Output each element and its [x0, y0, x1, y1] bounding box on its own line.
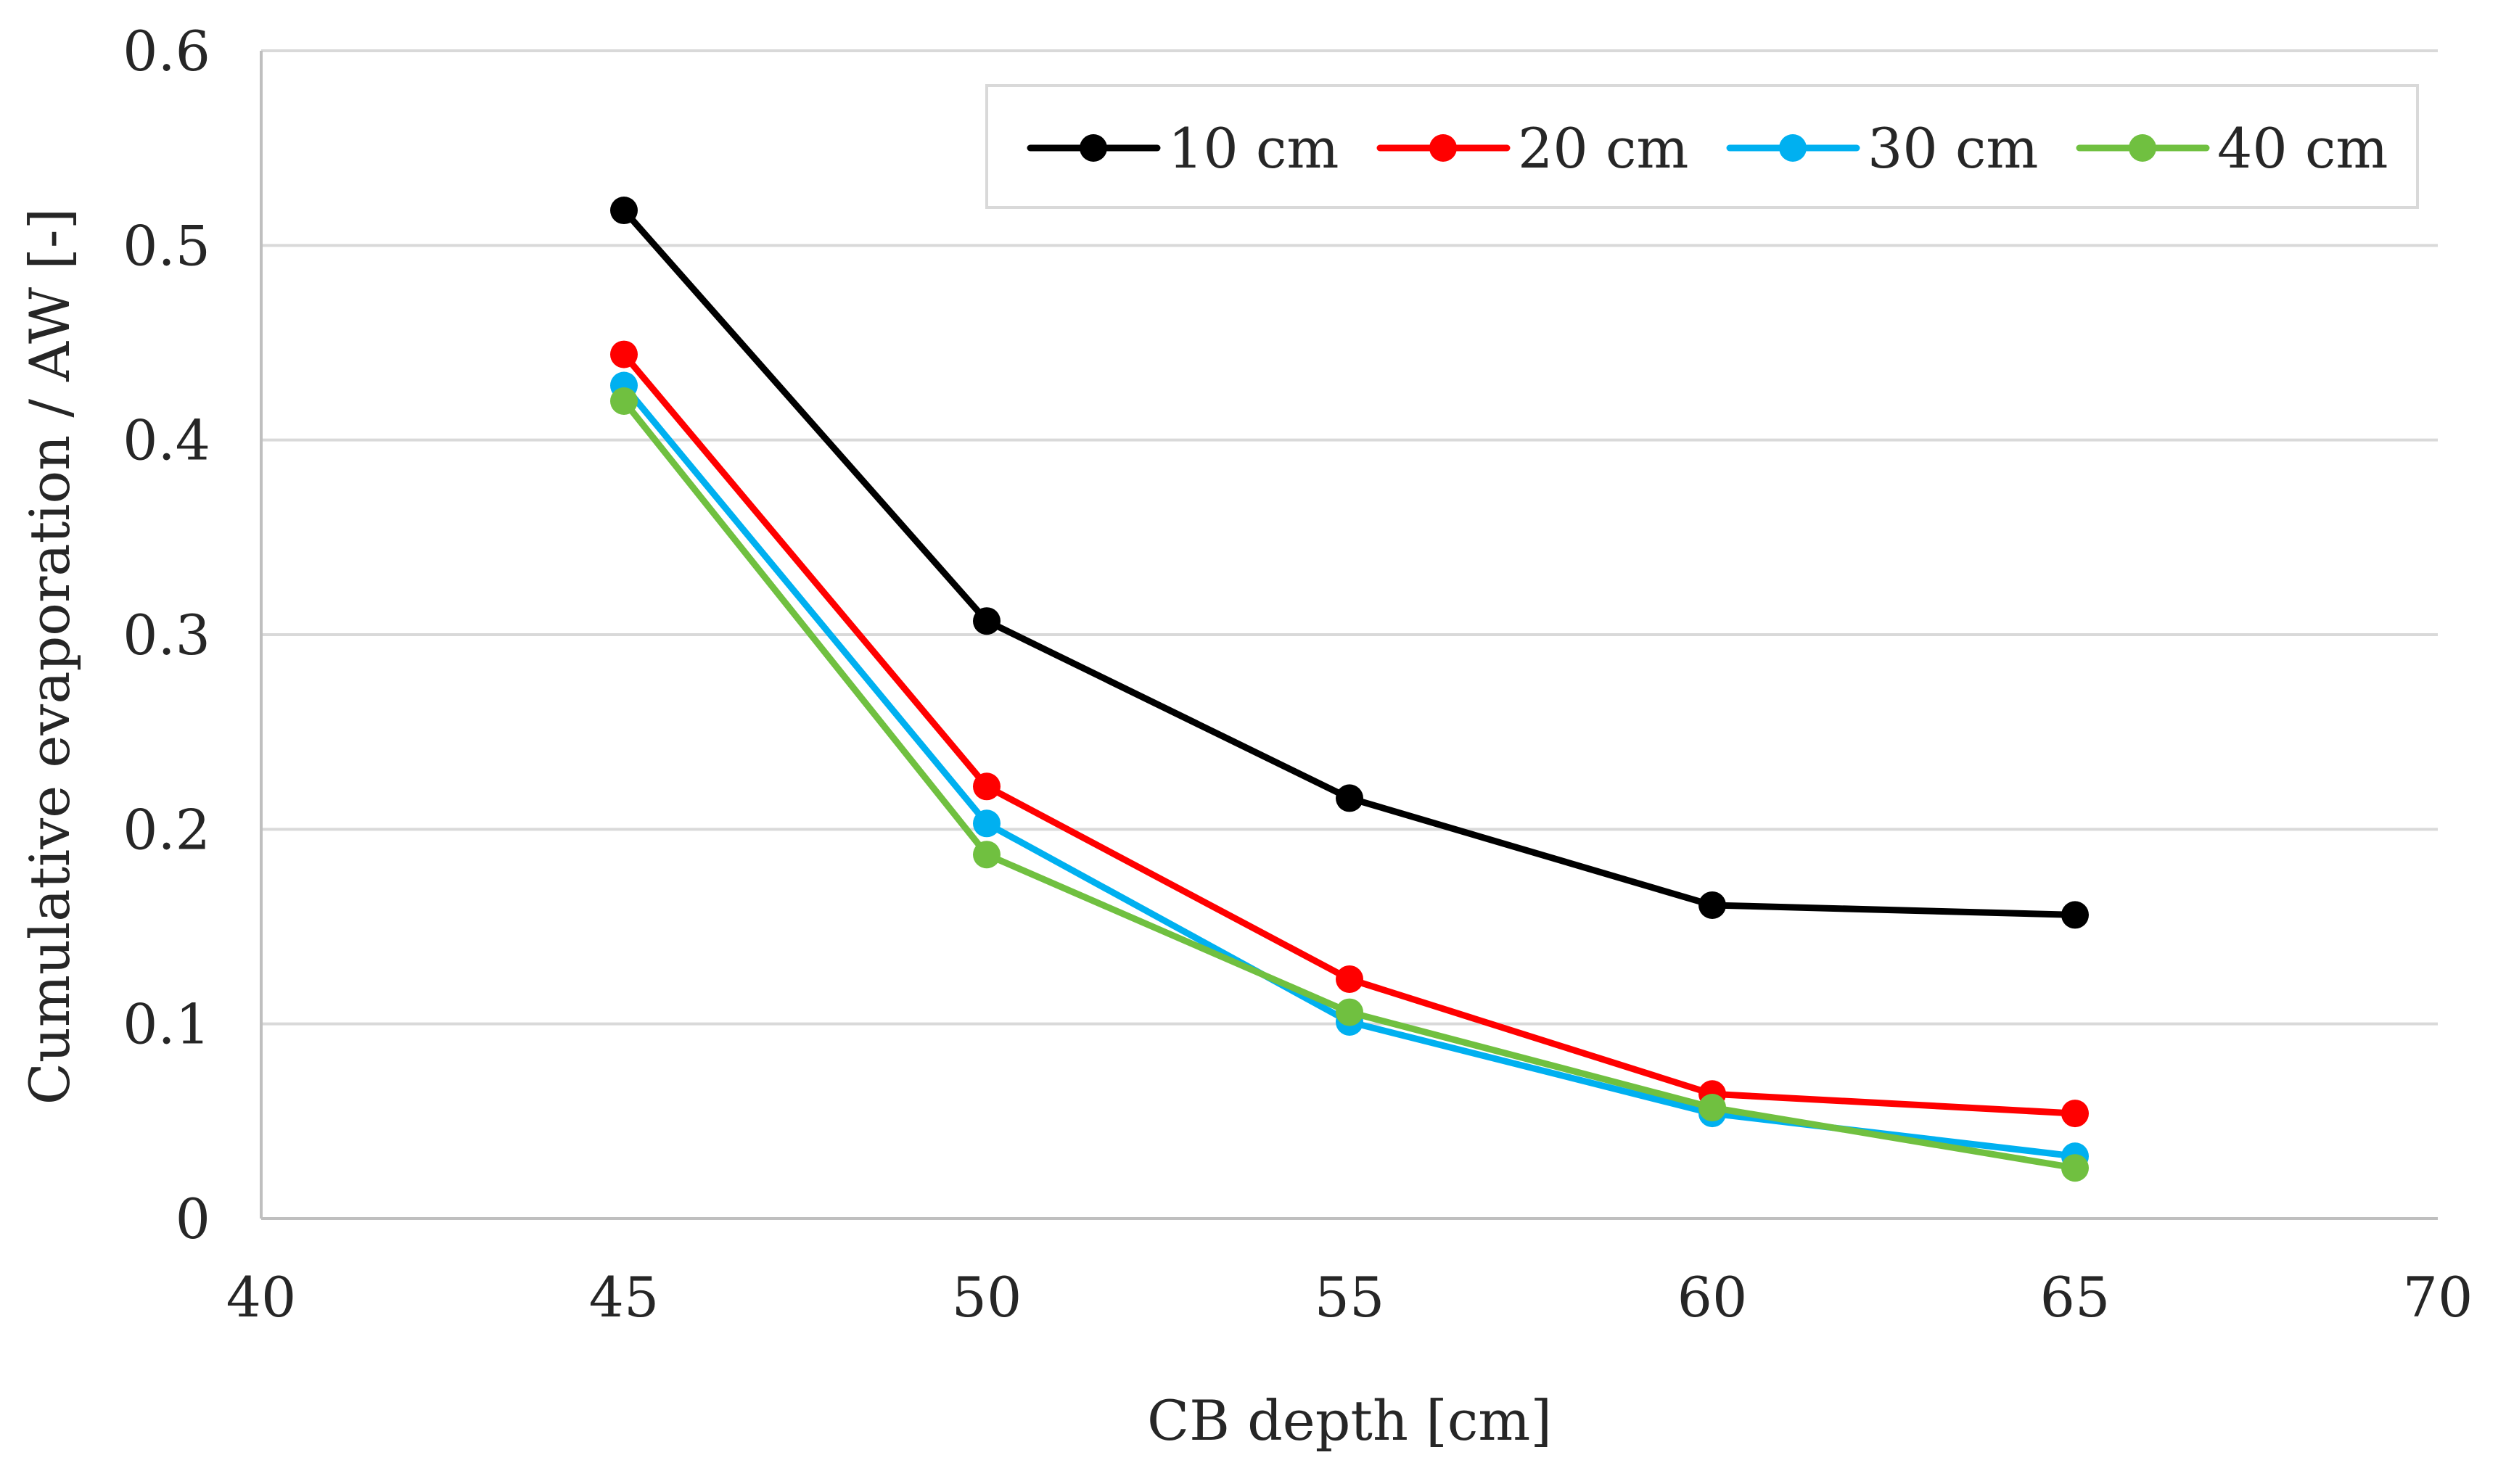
legend-swatch-marker: [1080, 134, 1107, 162]
y-axis-title: Cumulative evaporation / AW [-]: [17, 208, 82, 1105]
series-30-cm: [610, 371, 2089, 1171]
x-axis-title: CB depth [cm]: [1147, 1388, 1552, 1453]
y-tick-label: 0.5: [123, 213, 210, 278]
data-point-40-cm: [973, 841, 1001, 869]
data-point-20-cm: [1336, 965, 1363, 993]
legend-label: 40 cm: [2217, 116, 2388, 181]
x-tick-label: 40: [226, 1265, 297, 1330]
grid: [261, 49, 2438, 1026]
y-tick-label: 0.6: [123, 19, 210, 83]
y-tick-label: 0.2: [123, 797, 210, 862]
data-point-20-cm: [2061, 1100, 2089, 1128]
y-tick-label: 0.4: [123, 408, 210, 473]
x-tick-label: 50: [952, 1265, 1022, 1330]
x-tick-label: 55: [1315, 1265, 1385, 1330]
series-area: [610, 197, 2089, 1182]
data-point-20-cm: [610, 340, 638, 368]
series-40-cm: [610, 387, 2089, 1182]
data-point-10-cm: [2061, 901, 2089, 929]
data-point-10-cm: [610, 197, 638, 225]
y-tick-label: 0: [176, 1187, 210, 1251]
legend: 10 cm 20 cm 30 cm 40 cm: [985, 84, 2419, 209]
x-tick-label: 45: [589, 1265, 660, 1330]
data-point-10-cm: [1336, 784, 1363, 812]
legend-item-20-cm: 20 cm: [1376, 116, 1689, 181]
data-point-40-cm: [1336, 998, 1363, 1026]
legend-label: 20 cm: [1518, 116, 1689, 181]
legend-label: 10 cm: [1168, 116, 1339, 181]
axes: 0 0.1 0.2 0.3 0.4 0.5 0.6 40 45 50 55 60 65 70: [123, 19, 2473, 1330]
series-20-cm: [610, 340, 2089, 1128]
data-point-40-cm: [1698, 1094, 1726, 1122]
legend-label: 30 cm: [1868, 116, 2039, 181]
legend-swatch-marker: [1429, 134, 1457, 162]
data-point-40-cm: [2061, 1154, 2089, 1182]
data-point-20-cm: [973, 772, 1001, 801]
series-line-30-cm: [620, 382, 2079, 1160]
x-tick-label: 60: [1677, 1265, 1748, 1330]
legend-swatch-marker: [1779, 134, 1807, 162]
data-point-40-cm: [610, 387, 638, 415]
x-tick-label: 70: [2403, 1265, 2473, 1330]
x-tick-label: 65: [2040, 1265, 2111, 1330]
legend-item-30-cm: 30 cm: [1726, 116, 2039, 181]
data-point-30-cm: [973, 809, 1001, 838]
series-10-cm: [610, 197, 2089, 929]
data-point-10-cm: [973, 607, 1001, 635]
data-point-10-cm: [1698, 891, 1726, 919]
legend-item-40-cm: 40 cm: [2076, 116, 2388, 181]
legend-swatch-marker: [2129, 134, 2156, 162]
y-tick-label: 0.3: [123, 603, 210, 667]
y-tick-label: 0.1: [123, 992, 210, 1057]
legend-item-10-cm: 10 cm: [1027, 116, 1339, 181]
